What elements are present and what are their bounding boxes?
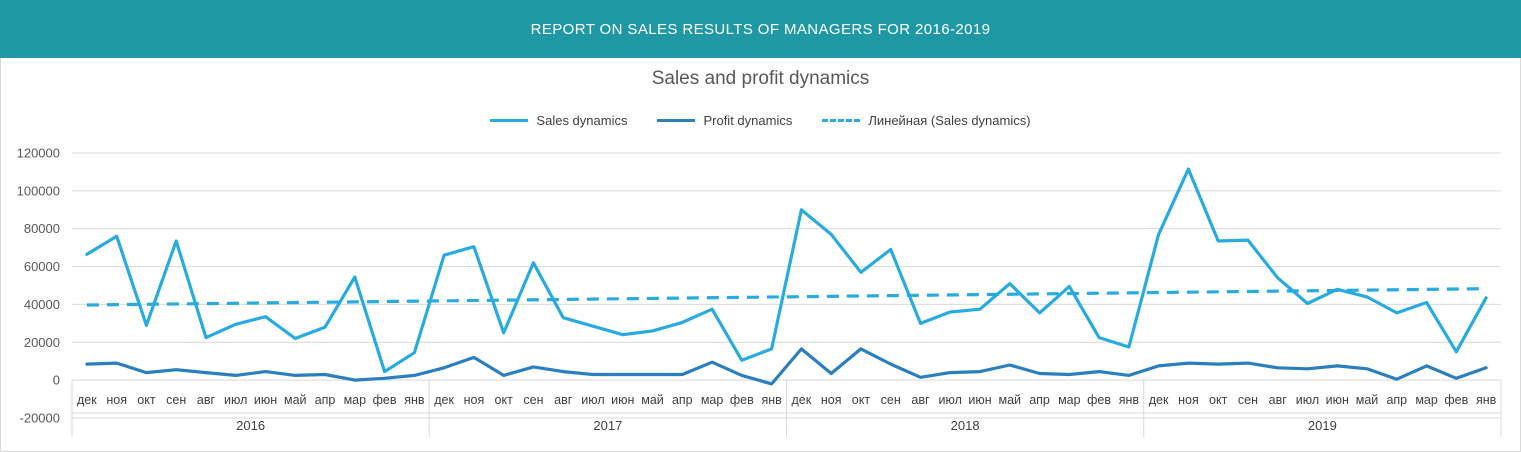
y-tick-label: 0 <box>53 373 60 388</box>
x-tick-label: дек <box>77 393 97 407</box>
x-tick-label: янв <box>761 393 782 407</box>
legend-item-profit[interactable]: Profit dynamics <box>657 113 792 128</box>
report-header-banner: REPORT ON SALES RESULTS OF MANAGERS FOR … <box>0 0 1521 58</box>
legend-item-sales[interactable]: Sales dynamics <box>490 113 627 128</box>
x-tick-label: июн <box>1326 393 1349 407</box>
x-tick-label: фев <box>730 393 754 407</box>
legend-label-trendline: Линейная (Sales dynamics) <box>868 113 1031 128</box>
x-tick-label: апр <box>672 393 693 407</box>
x-tick-label: авг <box>911 393 930 407</box>
x-tick-label: мар <box>1415 393 1438 407</box>
year-label: 2016 <box>236 418 265 433</box>
x-tick-label: окт <box>137 393 156 407</box>
legend-label-profit: Profit dynamics <box>703 113 793 128</box>
x-tick-label: янв <box>404 393 425 407</box>
x-tick-label: окт <box>1209 393 1228 407</box>
legend-swatch-sales <box>490 119 529 122</box>
y-tick-label: 60000 <box>24 259 60 274</box>
x-tick-label: сен <box>166 393 186 407</box>
x-tick-label: июл <box>581 393 604 407</box>
x-tick-label: янв <box>1476 393 1497 407</box>
x-tick-label: ноя <box>464 393 485 407</box>
y-tick-label: 80000 <box>24 221 60 236</box>
x-tick-label: апр <box>1386 393 1407 407</box>
legend-label-sales: Sales dynamics <box>536 113 628 128</box>
chart-title: Sales and profit dynamics <box>651 68 870 89</box>
x-tick-label: авг <box>197 393 216 407</box>
x-tick-label: май <box>999 393 1022 407</box>
x-tick-label: июн <box>968 393 991 407</box>
chart-legend: Sales dynamics Profit dynamics Линейная … <box>0 113 1521 128</box>
x-tick-label: авг <box>1269 393 1288 407</box>
x-tick-label: май <box>641 393 664 407</box>
x-tick-label: фев <box>373 393 397 407</box>
y-tick-label: 20000 <box>24 335 60 350</box>
x-tick-label: авг <box>554 393 573 407</box>
x-tick-label: сен <box>523 393 543 407</box>
x-tick-label: янв <box>1119 393 1140 407</box>
y-tick-label: -20000 <box>20 411 60 426</box>
x-tick-label: ноя <box>1178 393 1199 407</box>
x-tick-label: окт <box>495 393 514 407</box>
legend-item-trendline[interactable]: Линейная (Sales dynamics) <box>822 113 1031 128</box>
x-tick-label: июл <box>1296 393 1319 407</box>
legend-swatch-profit <box>657 119 696 122</box>
x-tick-label: ноя <box>106 393 127 407</box>
x-tick-label: май <box>1356 393 1379 407</box>
x-tick-label: июн <box>254 393 277 407</box>
x-tick-label: июн <box>611 393 634 407</box>
year-label: 2019 <box>1308 418 1337 433</box>
x-tick-label: дек <box>1149 393 1169 407</box>
y-tick-label: 40000 <box>24 297 60 312</box>
x-tick-label: июл <box>939 393 962 407</box>
x-tick-label: апр <box>1029 393 1050 407</box>
series-line-profit[interactable] <box>85 347 1488 386</box>
x-tick-label: сен <box>1238 393 1258 407</box>
x-tick-label: фев <box>1444 393 1468 407</box>
y-tick-label: 120000 <box>17 146 60 161</box>
y-tick-label: 100000 <box>17 183 60 198</box>
x-tick-label: мар <box>1058 393 1081 407</box>
x-tick-label: апр <box>315 393 336 407</box>
x-tick-label: окт <box>852 393 871 407</box>
x-tick-label: июл <box>224 393 247 407</box>
legend-swatch-trendline <box>822 119 861 122</box>
x-tick-label: мар <box>701 393 724 407</box>
series-line-sales[interactable] <box>85 167 1488 374</box>
year-label: 2018 <box>951 418 980 433</box>
year-label: 2017 <box>593 418 622 433</box>
x-tick-label: фев <box>1087 393 1111 407</box>
x-tick-label: май <box>284 393 307 407</box>
x-tick-label: дек <box>792 393 812 407</box>
series-line-trendline[interactable] <box>86 287 1487 307</box>
report-title: REPORT ON SALES RESULTS OF MANAGERS FOR … <box>530 21 991 38</box>
x-tick-label: ноя <box>821 393 842 407</box>
x-tick-label: мар <box>344 393 367 407</box>
x-tick-label: сен <box>881 393 901 407</box>
x-tick-label: дек <box>434 393 454 407</box>
